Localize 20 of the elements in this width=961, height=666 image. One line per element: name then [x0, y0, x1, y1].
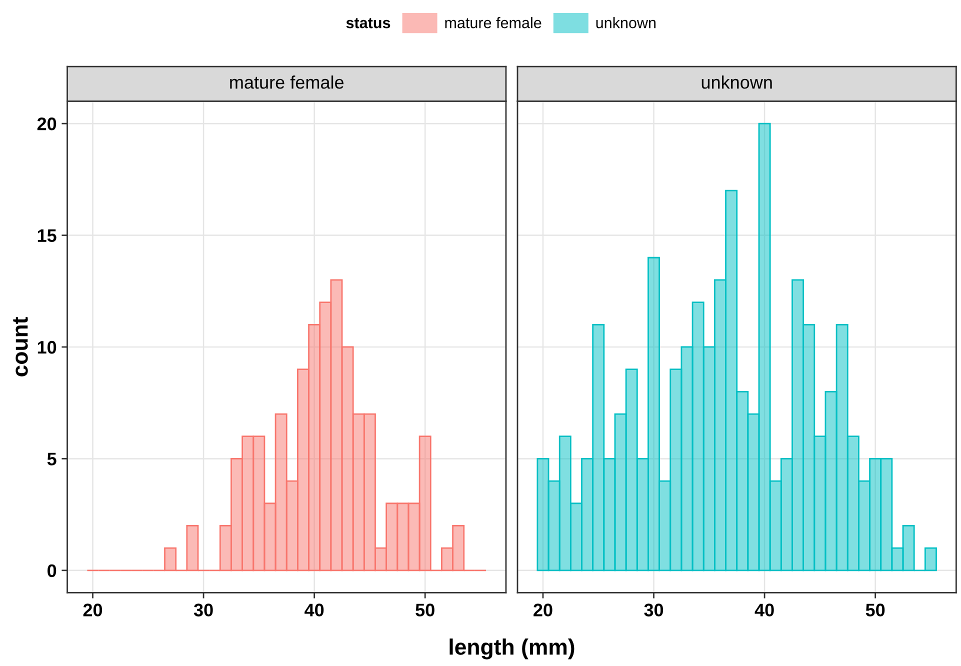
x-tick-label: 50 — [866, 604, 885, 616]
y-tick-label: 20 — [37, 118, 56, 130]
y-tick-label: 10 — [38, 340, 56, 354]
legend-label: unknown — [596, 17, 656, 28]
chart-title: unknown — [702, 76, 772, 89]
x-tick-label: 40 — [304, 604, 324, 616]
y-tick-label: 0 — [48, 564, 56, 578]
x-tick-label: 30 — [644, 604, 664, 616]
x-tick-label: 50 — [416, 604, 434, 616]
x-axis-title: length (mm) — [450, 638, 574, 660]
y-tick-label: 5 — [47, 452, 56, 466]
x-tick-label: 20 — [83, 604, 102, 616]
x-tick-label: 30 — [194, 604, 213, 616]
legend-label: mature female — [445, 17, 542, 28]
legend-title: status — [346, 18, 390, 28]
x-tick-label: 20 — [534, 604, 552, 616]
y-axis-title: count — [13, 317, 28, 376]
x-tick-label: 40 — [754, 604, 774, 616]
chart-title: mature female — [230, 76, 344, 89]
y-tick-label: 15 — [38, 229, 56, 242]
